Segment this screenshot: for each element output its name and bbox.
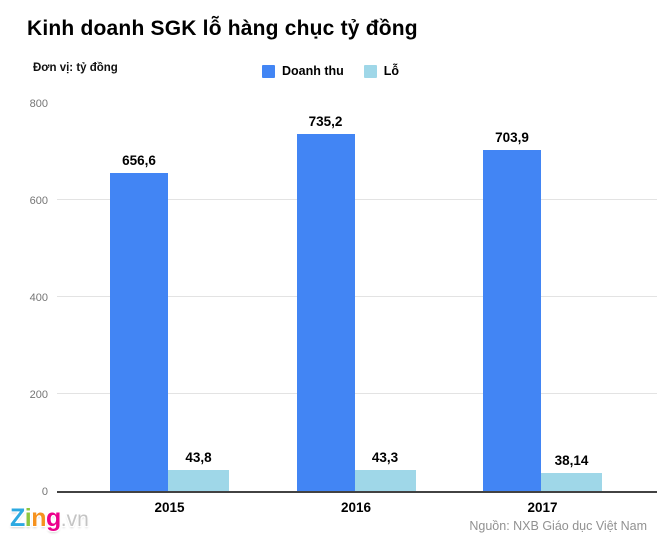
- legend-label: Lỗ: [383, 64, 400, 78]
- zing-logo-letter: Z: [10, 504, 25, 532]
- bar-group-2015: 656,6 43,8 2015: [110, 105, 229, 515]
- bar-lo-2015: 43,8: [168, 450, 229, 491]
- legend-item-lo: Lỗ: [363, 64, 400, 78]
- bar-group-2017: 703,9 38,14 2017: [483, 105, 602, 515]
- zing-logo-letter: g: [46, 504, 61, 532]
- legend: Doanh thu Lỗ: [262, 64, 399, 78]
- legend-swatch-icon: [262, 64, 275, 78]
- zing-logo-letter: n: [31, 504, 47, 532]
- zing-logo-suffix: .vn: [60, 508, 89, 531]
- bar-value-label: 656,6: [122, 152, 156, 168]
- y-tick-label: 200: [29, 389, 48, 401]
- x-category-label-2017: 2017: [527, 500, 558, 515]
- x-category-label-2016: 2016: [340, 500, 372, 515]
- y-axis: 0 200 400 600 800: [0, 98, 48, 498]
- legend-label: Doanh thu: [282, 64, 344, 78]
- bar-doanh-thu-2016: 735,2: [296, 114, 355, 491]
- legend-swatch-icon: [363, 64, 377, 78]
- gridline: [57, 296, 657, 297]
- bar-value-label: 735,2: [308, 114, 343, 130]
- bar-doanh-thu-2017: 703,9: [483, 130, 541, 491]
- gridline: [57, 199, 657, 200]
- bar-doanh-thu-2015: 656,6: [110, 153, 168, 491]
- y-tick-label: 600: [29, 195, 48, 207]
- bar-value-label: 43,8: [185, 449, 212, 465]
- legend-item-doanh-thu: Doanh thu: [262, 64, 344, 78]
- y-tick-label: 800: [29, 98, 48, 110]
- zing-logo-letter: i: [24, 504, 32, 532]
- x-category-label-2015: 2015: [154, 500, 185, 515]
- gridline: [57, 393, 657, 394]
- bar-value-label: 43,3: [371, 450, 399, 465]
- y-tick-label: 400: [29, 292, 48, 304]
- y-tick-label: 0: [41, 486, 48, 498]
- bar-lo-2016: 43,3: [354, 450, 416, 491]
- zing-logo: Zing.vn: [10, 504, 89, 533]
- chart-title: Kinh doanh SGK lỗ hàng chục tỷ đồng: [27, 17, 418, 40]
- source-note: Nguồn: NXB Giáo dục Việt Nam: [469, 519, 647, 533]
- unit-label: Đơn vị: tỷ đồng: [33, 62, 118, 74]
- bar-group-2016: 735,2 43,3 2016: [296, 105, 416, 515]
- bar-lo-2017: 38,14: [541, 453, 602, 491]
- plot-area: 656,6 43,8 2015 735,2 43,3 2016 703,9 38,14 2017: [57, 105, 657, 515]
- bar-value-label: 703,9: [495, 129, 529, 145]
- bar-value-label: 38,14: [554, 452, 589, 468]
